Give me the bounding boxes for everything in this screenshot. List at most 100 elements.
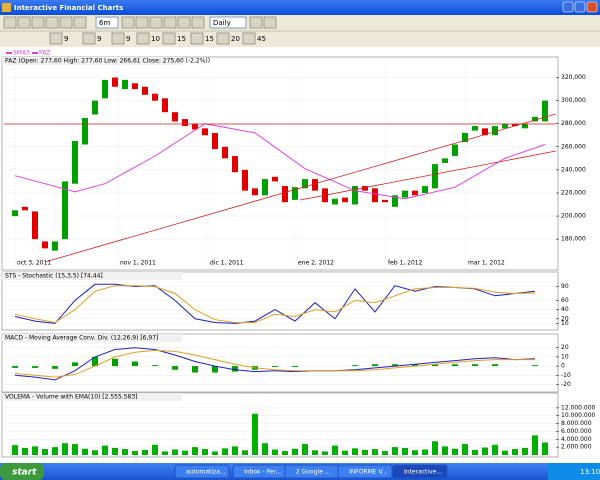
volume-bar [92, 450, 98, 455]
candle [482, 128, 488, 136]
plots: PAZ (Open: 277,60 High: 277,60 Low: 266,… [1, 56, 596, 458]
indicator-button[interactable] [242, 32, 256, 45]
panel-frame [1, 333, 559, 393]
volume-bar [482, 447, 488, 455]
indicator-line [14, 347, 536, 381]
y-tick-label: 4.000.000 [561, 436, 592, 443]
y-tick-label: 8.000.000 [561, 420, 592, 427]
candle [112, 77, 118, 87]
indicator-param: 9 [97, 35, 101, 43]
close-button[interactable] [586, 1, 598, 13]
volume-bar [312, 450, 318, 455]
candle [182, 119, 188, 127]
indicator-button[interactable] [49, 32, 63, 45]
toolbar-button[interactable] [73, 16, 87, 29]
toolbar-button[interactable] [249, 16, 263, 29]
volume-bar [82, 448, 88, 455]
volume-bar [282, 451, 288, 455]
histogram-bar [472, 364, 478, 367]
toolbar-button[interactable] [135, 16, 149, 29]
volume-bar [182, 450, 188, 455]
volume-bar [42, 449, 48, 455]
candle [472, 126, 478, 131]
x-tick-label: ene 2, 2012 [298, 260, 334, 267]
start-button[interactable] [0, 463, 44, 480]
indicator-param: 10 [151, 35, 160, 43]
volume-bar [152, 444, 158, 455]
volume-bar [232, 446, 238, 455]
indicator-button[interactable] [136, 32, 150, 45]
volume-bar [372, 449, 378, 455]
volume-bar [172, 449, 178, 455]
volume-bar [322, 451, 328, 455]
toolbar-button[interactable] [163, 16, 177, 29]
toolbar-button[interactable] [3, 16, 17, 29]
minimize-button[interactable] [562, 1, 574, 13]
range-select[interactable] [95, 16, 119, 29]
indicator-param: 15 [177, 35, 186, 43]
toolbar-button[interactable] [149, 16, 163, 29]
period-text: Daily [213, 19, 231, 27]
volume-bar [72, 444, 78, 455]
candle [452, 144, 458, 157]
toolbar-button[interactable] [59, 16, 73, 29]
candle [12, 210, 18, 217]
histogram-bar [432, 364, 438, 367]
sma-line [14, 123, 546, 200]
indicator-button[interactable] [216, 32, 230, 45]
volume-bar [452, 448, 458, 455]
toolbar-button[interactable] [17, 16, 31, 29]
volume-bar [142, 449, 148, 455]
candle [432, 164, 438, 189]
candle [262, 179, 268, 196]
trend-line [44, 113, 557, 263]
histogram-bar [172, 366, 178, 370]
taskbar-item[interactable] [392, 464, 448, 479]
toolbar-button[interactable] [45, 16, 59, 29]
volume-bar [102, 445, 108, 455]
indicator-button[interactable] [111, 32, 125, 45]
volume-bar [252, 413, 258, 455]
start-label: start [12, 468, 37, 478]
x-tick-label: nov 1, 2011 [120, 260, 156, 267]
candle [312, 179, 318, 191]
candle [152, 93, 158, 101]
volume-bar [412, 450, 418, 455]
panel-title: MACD - Moving Average Conv. Div. (12,26,… [5, 335, 158, 342]
volume-bar [472, 449, 478, 455]
taskbar-item[interactable] [174, 464, 230, 479]
volume-bar [162, 451, 168, 455]
candle [252, 188, 258, 196]
candle [442, 158, 448, 163]
candle [502, 123, 508, 129]
volume-bar [32, 446, 38, 455]
y-tick-label: -20 [561, 381, 571, 388]
taskbar-item-label: INFORME V... [349, 469, 388, 476]
volume-bar [212, 451, 218, 455]
taskbar-item[interactable] [337, 464, 393, 479]
period-select[interactable] [209, 16, 247, 29]
toolbar-button[interactable] [177, 16, 191, 29]
toolbar-button[interactable] [121, 16, 135, 29]
volume-bar [332, 445, 338, 455]
volume-bar [202, 449, 208, 455]
x-tick-label: oct 3, 2011 [17, 260, 51, 267]
toolbar-button[interactable] [31, 16, 45, 29]
taskbar-item-label: 2 Google ... [296, 469, 331, 476]
indicator-button[interactable] [190, 32, 204, 45]
candle [62, 181, 68, 240]
volume-bar [382, 451, 388, 455]
y-tick-label: 280,000 [561, 120, 586, 127]
y-tick-label: 0 [561, 363, 565, 370]
candle [542, 100, 548, 122]
toolbar-button[interactable] [263, 16, 277, 29]
candle [232, 156, 238, 173]
candle [342, 197, 348, 203]
indicator-button[interactable] [162, 32, 176, 45]
maximize-button[interactable] [574, 1, 586, 13]
y-tick-label: 240,000 [561, 166, 586, 173]
indicator-button[interactable] [82, 32, 96, 45]
histogram-bar [32, 366, 38, 368]
toolbar-button[interactable] [191, 16, 205, 29]
